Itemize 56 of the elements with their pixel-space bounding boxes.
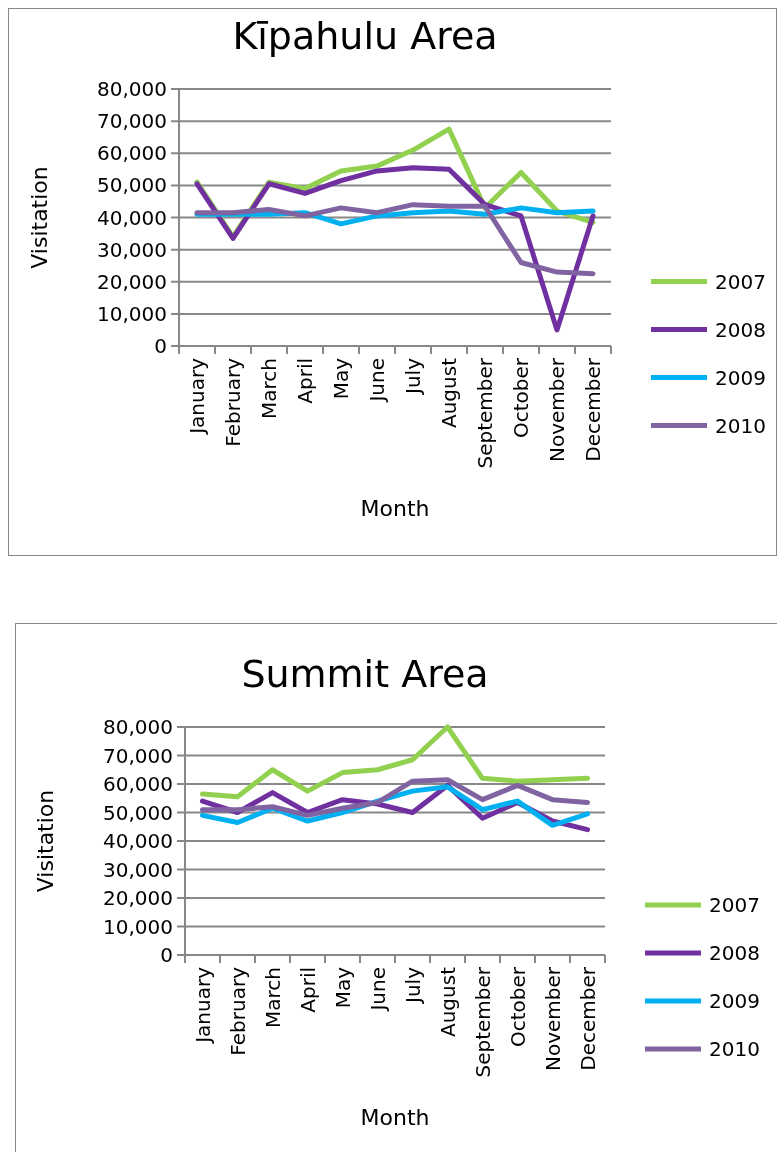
- x-tick-label: March: [257, 358, 281, 419]
- x-axis-title: Month: [360, 1105, 430, 1130]
- legend-label: 2008: [715, 317, 766, 342]
- x-tick-label: April: [295, 967, 320, 1013]
- y-tick-label: 50,000: [97, 173, 167, 198]
- x-tick-label: April: [293, 358, 317, 404]
- y-tick-label: 0: [160, 943, 173, 967]
- y-tick-label: 40,000: [97, 205, 167, 230]
- legend-label: 2010: [709, 1037, 760, 1061]
- chart-title: Kīpahulu Area: [232, 14, 498, 58]
- y-tick-label: 60,000: [103, 772, 173, 796]
- x-tick-label: August: [435, 966, 460, 1037]
- x-tick-label: December: [581, 357, 605, 462]
- x-tick-label: October: [505, 966, 530, 1048]
- x-tick-label: November: [545, 357, 569, 463]
- x-tick-label: July: [400, 966, 425, 1005]
- x-tick-label: February: [225, 966, 250, 1056]
- x-tick-label: January: [190, 966, 215, 1045]
- legend-label: 2010: [715, 413, 766, 438]
- y-tick-label: 10,000: [97, 301, 167, 326]
- y-tick-label: 30,000: [103, 857, 173, 882]
- x-tick-label: August: [437, 357, 461, 428]
- x-tick-label: June: [365, 967, 390, 1013]
- x-tick-label: October: [509, 357, 533, 439]
- y-tick-label: 30,000: [97, 237, 167, 262]
- x-tick-label: December: [575, 966, 600, 1071]
- legend-label: 2009: [715, 365, 766, 390]
- legend-label: 2009: [709, 989, 760, 1013]
- y-tick-label: 60,000: [97, 141, 167, 166]
- x-tick-label: March: [260, 967, 285, 1028]
- x-tick-label: May: [329, 357, 353, 400]
- x-axis-title: Month: [360, 496, 430, 521]
- y-tick-label: 40,000: [103, 829, 173, 853]
- y-axis-title: Visitation: [27, 166, 52, 269]
- legend-label: 2007: [715, 269, 766, 294]
- y-tick-label: 10,000: [103, 914, 173, 939]
- legend-label: 2007: [709, 893, 760, 917]
- y-tick-label: 50,000: [103, 800, 173, 825]
- chart-title: Summit Area: [241, 652, 489, 696]
- y-tick-label: 0: [154, 334, 167, 358]
- x-tick-label: July: [401, 357, 425, 396]
- x-tick-label: June: [365, 358, 389, 404]
- y-tick-label: 20,000: [103, 886, 173, 910]
- y-tick-label: 80,000: [97, 77, 167, 101]
- x-tick-label: November: [540, 966, 565, 1072]
- x-tick-label: May: [330, 966, 355, 1009]
- x-tick-label: September: [470, 966, 495, 1078]
- x-tick-label: September: [473, 357, 497, 469]
- y-tick-label: 80,000: [103, 715, 173, 739]
- y-tick-label: 20,000: [97, 269, 167, 294]
- x-tick-label: January: [185, 357, 209, 436]
- legend-label: 2008: [709, 941, 760, 965]
- y-tick-label: 70,000: [103, 743, 173, 768]
- x-tick-label: February: [221, 357, 245, 447]
- y-tick-label: 70,000: [97, 109, 167, 134]
- y-axis-title: Visitation: [33, 789, 58, 893]
